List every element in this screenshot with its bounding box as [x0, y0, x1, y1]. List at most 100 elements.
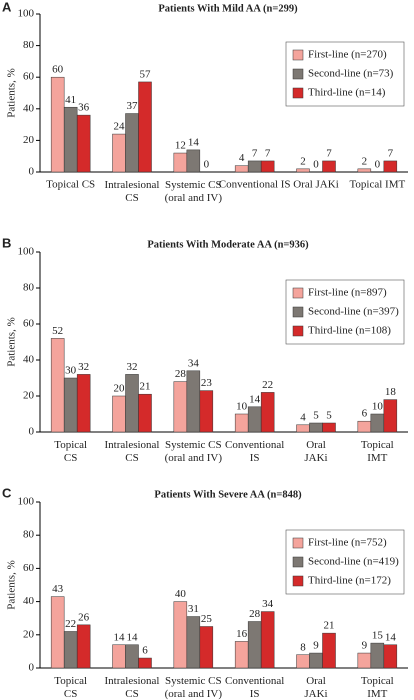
bar: [112, 395, 126, 433]
data-label: 8: [300, 641, 306, 653]
y-tick-label: 0: [29, 426, 35, 438]
bar: [76, 374, 91, 433]
x-tick-label: Topical IMT: [361, 675, 394, 700]
y-tick-label: 40: [23, 354, 35, 366]
legend-swatch: [292, 49, 304, 61]
data-label: 14: [249, 393, 261, 405]
data-label: 7: [388, 147, 394, 159]
data-label: 7: [326, 147, 332, 159]
x-tick-label: Oral JAKi: [304, 439, 327, 464]
data-label: 23: [201, 377, 213, 389]
data-label: 60: [52, 64, 64, 76]
bar: [50, 596, 65, 669]
data-label: 7: [252, 147, 258, 159]
y-tick-label: 100: [18, 246, 35, 258]
bar: [260, 392, 275, 433]
legend-label: Third-line (n=172): [308, 575, 391, 587]
panel-label: B: [2, 235, 11, 250]
data-label: 32: [78, 361, 89, 373]
data-label: 57: [140, 68, 152, 80]
panel-label: C: [2, 485, 12, 500]
bar: [138, 393, 152, 433]
bar: [125, 644, 139, 669]
data-label: 24: [114, 121, 126, 133]
data-label: 0: [375, 159, 381, 171]
data-label: 32: [127, 361, 138, 373]
legend-box: [285, 529, 405, 595]
legend-label: First-line (n=270): [308, 49, 387, 61]
x-tick-label: Conventional IS: [219, 179, 291, 191]
bar: [247, 621, 262, 669]
legend-label: Second-line (n=419): [308, 556, 399, 568]
bar: [186, 616, 201, 669]
data-label: 5: [313, 410, 319, 422]
bar: [357, 420, 372, 433]
x-tick-label: Intralesional CS: [105, 675, 160, 700]
y-tick-label: 100: [18, 496, 35, 508]
bar: [234, 641, 249, 669]
bar: [383, 160, 398, 173]
y-tick-label: 20: [23, 390, 35, 402]
y-axis-label: Patients, %: [6, 560, 18, 610]
x-tick-label: Topical CS: [54, 439, 87, 464]
bar: [357, 168, 372, 173]
y-tick-label: 20: [23, 134, 35, 146]
bar: [63, 377, 78, 433]
bar: [186, 370, 201, 433]
x-tick-label: Topical CS: [46, 179, 95, 191]
y-tick-label: 40: [23, 102, 35, 114]
data-label: 16: [236, 628, 248, 640]
bar: [296, 654, 310, 669]
bar: [357, 652, 372, 669]
data-label: 25: [201, 613, 213, 625]
bar: [383, 399, 398, 433]
data-label: 14: [127, 631, 139, 643]
x-tick-label: Topical IMT: [361, 439, 394, 464]
x-tick-label: Oral JAKi: [304, 675, 327, 700]
bar: [309, 652, 323, 669]
y-axis-label: Patients, %: [6, 317, 18, 367]
legend-label: Second-line (n=397): [308, 306, 399, 318]
data-label: 52: [52, 325, 63, 337]
y-tick-label: 60: [23, 71, 35, 83]
bar: [173, 381, 188, 433]
data-label: 20: [114, 383, 126, 395]
data-label: 9: [362, 640, 368, 652]
y-tick-label: 0: [29, 166, 35, 178]
y-axis-label: Patients, %: [6, 68, 18, 118]
bar: [370, 642, 385, 669]
bar: [125, 374, 139, 433]
x-tick-label: Systemic CS (oral and IV): [165, 675, 223, 700]
bar: [63, 106, 78, 173]
data-label: 2: [300, 155, 306, 167]
legend-label: Third-line (n=14): [308, 87, 386, 99]
bar: [76, 624, 91, 669]
bar: [234, 413, 249, 433]
y-tick-label: 0: [29, 662, 35, 674]
legend-swatch: [292, 537, 304, 549]
data-label: 34: [188, 357, 200, 369]
y-tick-label: 80: [23, 529, 35, 541]
bar: [199, 390, 214, 433]
bar: [199, 626, 214, 669]
data-label: 14: [188, 136, 200, 148]
data-label: 6: [142, 645, 148, 657]
legend-swatch: [292, 87, 304, 99]
y-tick-label: 20: [23, 628, 35, 640]
data-label: 21: [324, 620, 335, 632]
bar: [112, 133, 126, 173]
data-label: 4: [300, 411, 306, 423]
x-tick-label: Systemic CS (oral and IV): [165, 439, 223, 464]
x-tick-label: Conventional IS: [225, 675, 284, 700]
bar: [112, 644, 126, 669]
legend-label: Second-line (n=73): [308, 68, 394, 80]
data-label: 34: [262, 598, 274, 610]
data-label: 10: [236, 401, 248, 413]
x-tick-label: Oral JAKi: [293, 179, 339, 191]
legend-label: First-line (n=897): [308, 287, 387, 299]
bar: [173, 152, 188, 173]
legend-swatch: [292, 575, 304, 587]
bar: [186, 149, 201, 173]
data-label: 31: [188, 603, 199, 615]
bar: [309, 422, 323, 433]
